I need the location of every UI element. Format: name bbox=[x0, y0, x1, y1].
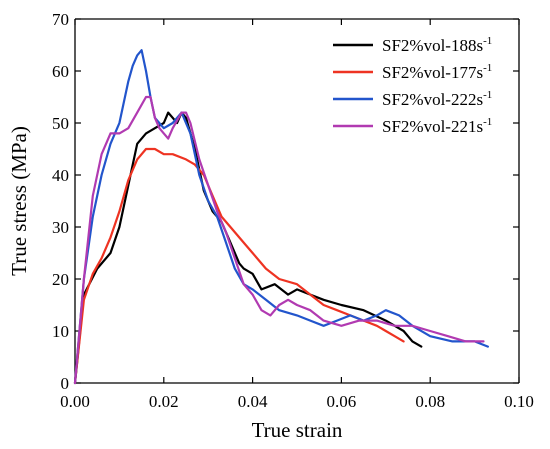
legend: SF2%vol-188s-1SF2%vol-177s-1SF2%vol-222s… bbox=[333, 35, 492, 136]
x-tick-label: 0.02 bbox=[149, 392, 179, 411]
legend-label-text: SF2%vol-221s bbox=[382, 117, 483, 136]
ticks: 0.00 0.02 0.04 0.06 0.08 0.10 0 10 20 30 40 50 60 70 bbox=[52, 10, 534, 411]
legend-label: SF2%vol-221s-1 bbox=[382, 116, 492, 136]
x-tick-label: 0.10 bbox=[504, 392, 534, 411]
x-tick-label: 0.06 bbox=[327, 392, 357, 411]
legend-label: SF2%vol-222s-1 bbox=[382, 89, 492, 109]
x-axis-title: True strain bbox=[252, 418, 343, 442]
legend-label-text: SF2%vol-188s bbox=[382, 36, 483, 55]
legend-label-superscript: -1 bbox=[483, 89, 492, 101]
axes bbox=[74, 18, 520, 384]
legend-label: SF2%vol-177s-1 bbox=[382, 62, 492, 82]
x-tick-label: 0.08 bbox=[415, 392, 445, 411]
legend-label-text: SF2%vol-177s bbox=[382, 63, 483, 82]
legend-label-superscript: -1 bbox=[483, 62, 492, 74]
series-line bbox=[73, 49, 489, 385]
x-tick-label: 0.04 bbox=[238, 392, 268, 411]
legend-label-superscript: -1 bbox=[483, 116, 492, 128]
series-line bbox=[73, 95, 485, 385]
y-tick-label: 20 bbox=[52, 270, 69, 289]
series-line bbox=[73, 111, 423, 385]
y-tick-label: 40 bbox=[52, 166, 69, 185]
series-lines bbox=[73, 49, 489, 385]
y-tick-label: 50 bbox=[52, 114, 69, 133]
legend-label-text: SF2%vol-222s bbox=[382, 90, 483, 109]
y-tick-label: 0 bbox=[61, 374, 70, 393]
y-tick-label: 60 bbox=[52, 62, 69, 81]
y-tick-label: 30 bbox=[52, 218, 69, 237]
legend-label-superscript: -1 bbox=[483, 35, 492, 47]
y-axis-title: True stress (MPa) bbox=[7, 126, 31, 276]
series-line bbox=[73, 147, 405, 385]
legend-label: SF2%vol-188s-1 bbox=[382, 35, 492, 55]
y-tick-label: 70 bbox=[52, 10, 69, 29]
y-tick-label: 10 bbox=[52, 322, 69, 341]
x-tick-label: 0.00 bbox=[60, 392, 90, 411]
